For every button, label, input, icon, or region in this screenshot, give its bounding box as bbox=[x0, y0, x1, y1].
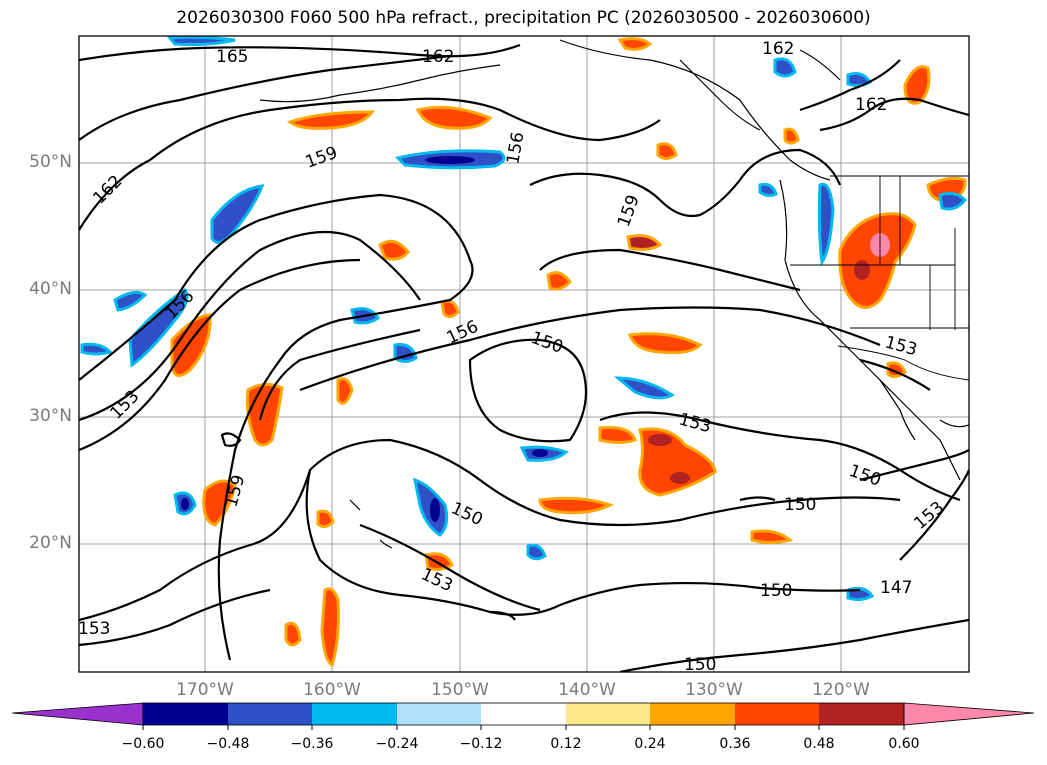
colorbar-swatch bbox=[819, 703, 904, 725]
map-panel bbox=[79, 36, 969, 672]
gridlines bbox=[79, 36, 969, 672]
colorbar-tick-label: −0.24 bbox=[375, 736, 419, 752]
lat-label: 50°N bbox=[29, 152, 72, 172]
contour-label: 147 bbox=[880, 578, 912, 598]
colorbar-swatch bbox=[650, 703, 735, 725]
colorbar-tick-label: 0.60 bbox=[888, 736, 920, 752]
colorbar-tick-label: 0.24 bbox=[634, 736, 666, 752]
colorbar-extend-min bbox=[11, 702, 144, 726]
lon-label: 170°W bbox=[176, 680, 234, 700]
precip-negative-areas bbox=[80, 36, 968, 602]
colorbar-tick-label: −0.48 bbox=[206, 736, 250, 752]
contour-label-layer: 165 162 162 162 159 162 156 159 156 150 … bbox=[78, 39, 948, 675]
coastlines bbox=[259, 39, 969, 549]
contour-label: 165 bbox=[216, 47, 248, 67]
colorbar-swatch bbox=[143, 703, 228, 725]
colorbar-swatch bbox=[312, 703, 397, 725]
lat-label: 40°N bbox=[29, 279, 72, 299]
lon-label: 140°W bbox=[558, 680, 616, 700]
map-title: 2026030300 F060 500 hPa refract., precip… bbox=[176, 8, 871, 28]
colorbar-tick-label: 0.12 bbox=[550, 736, 582, 752]
lon-label: 130°W bbox=[685, 680, 743, 700]
contour-label: 162 bbox=[762, 39, 794, 59]
lat-label: 30°N bbox=[29, 406, 72, 426]
colorbar-extend-max bbox=[903, 702, 1035, 726]
contour-label: 150 bbox=[760, 581, 792, 601]
colorbar-tick-label: −0.36 bbox=[290, 736, 334, 752]
colorbar-tick-label: −0.12 bbox=[459, 736, 503, 752]
refractivity-contours bbox=[79, 43, 969, 672]
contour-label: 150 bbox=[784, 495, 816, 515]
colorbar-tick-label: −0.60 bbox=[121, 736, 165, 752]
lat-label: 20°N bbox=[29, 533, 72, 553]
map-frame bbox=[78, 35, 970, 673]
colorbar-swatch bbox=[481, 703, 566, 725]
contour-label: 162 bbox=[422, 47, 454, 67]
colorbar-swatch bbox=[735, 703, 819, 725]
colorbar-swatch bbox=[228, 703, 312, 725]
lon-label: 120°W bbox=[812, 680, 870, 700]
contour-label: 153 bbox=[78, 619, 110, 639]
borders bbox=[790, 175, 969, 381]
lon-label: 160°W bbox=[303, 680, 361, 700]
colorbar-tick-label: 0.36 bbox=[719, 736, 751, 752]
colorbar-tick-label: 0.48 bbox=[803, 736, 835, 752]
contour-label: 150 bbox=[684, 655, 716, 675]
lon-label: 150°W bbox=[431, 680, 489, 700]
colorbar-swatch bbox=[397, 703, 481, 725]
colorbar-swatch bbox=[566, 703, 650, 725]
contour-label: 162 bbox=[855, 95, 887, 115]
colorbar bbox=[11, 702, 1035, 730]
